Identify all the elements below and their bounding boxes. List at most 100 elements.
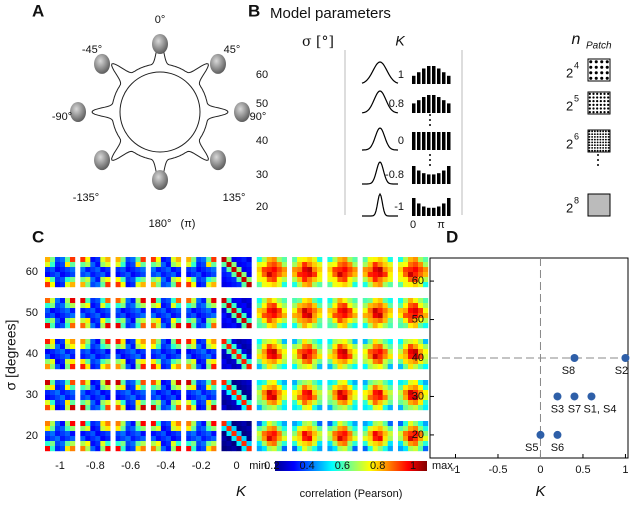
heatmap-cell <box>418 426 424 432</box>
heatmap-cell <box>387 446 393 452</box>
heatmap-cell <box>413 400 419 406</box>
heatmap-cell <box>418 405 424 411</box>
heatmap-cell <box>347 339 353 345</box>
heatmap-cell <box>80 308 86 314</box>
heatmap-cell <box>367 344 373 350</box>
heatmap-cell <box>155 318 162 324</box>
kernel-bar <box>442 100 446 113</box>
heatmap-cell <box>367 339 373 345</box>
heatmap-cell <box>206 426 212 432</box>
heatmap-cell <box>65 313 71 319</box>
heatmap-cell <box>201 313 207 319</box>
heatmap-cell <box>347 431 353 437</box>
heatmap-cell <box>408 380 414 386</box>
heatmap-cell <box>186 421 192 427</box>
heatmap-cell <box>266 272 272 278</box>
heatmap-cell <box>140 277 146 283</box>
heatmap-cell <box>408 344 414 350</box>
heatmap-cell <box>276 390 282 396</box>
heatmap-cell <box>65 298 71 304</box>
heatmap-cell <box>418 339 424 345</box>
heatmap-cell <box>135 257 141 263</box>
heatmap-cell <box>423 349 429 355</box>
heatmap-cell <box>95 308 101 314</box>
heatmap-cell <box>398 257 404 263</box>
heatmap-cell <box>115 303 121 309</box>
heatmap-cell <box>292 272 298 278</box>
heatmap-cell <box>413 395 419 401</box>
heatmap-cell <box>170 364 177 370</box>
heatmap-cell <box>50 262 56 268</box>
heatmap-cell <box>271 441 277 447</box>
heatmap-cell <box>80 277 86 283</box>
heatmap-cell <box>45 303 51 309</box>
heatmap-cell <box>120 282 126 288</box>
heatmap-cell <box>90 323 96 329</box>
heatmap-cell <box>226 431 232 437</box>
heatmap-cell <box>150 359 157 365</box>
heatmap-cell <box>281 318 287 324</box>
heatmap-cell <box>135 344 141 350</box>
patch-base: 2 <box>566 136 573 151</box>
heatmap-cell <box>413 354 419 360</box>
heatmap-cell <box>170 436 177 442</box>
heatmap-cell <box>372 313 378 319</box>
heatmap-cell <box>241 405 247 411</box>
heatmap-cell <box>175 421 182 427</box>
heatmap-cell <box>307 359 313 365</box>
heatmap-cell <box>115 380 121 386</box>
heatmap-cell <box>276 298 282 304</box>
heatmap-cell <box>281 267 287 273</box>
heatmap-cell <box>45 390 51 396</box>
heatmap-cell <box>115 405 121 411</box>
heatmap-cell <box>292 364 298 370</box>
patch-dot <box>588 146 591 149</box>
heatmap-cell <box>130 272 136 278</box>
heatmap-cell <box>276 262 282 268</box>
y-tick-label: 50 <box>26 307 38 319</box>
kappa-axis: π <box>437 219 445 231</box>
heatmap-cell <box>80 380 86 386</box>
patch-dot <box>592 111 595 114</box>
heatmap-cell <box>191 426 197 432</box>
heatmap-cell <box>165 390 172 396</box>
heatmap-cell <box>372 308 378 314</box>
heatmap-cell <box>332 380 338 386</box>
heatmap-cell <box>45 272 51 278</box>
heatmap-cell <box>236 318 242 324</box>
heatmap-cell <box>170 354 177 360</box>
heatmap-cell <box>367 349 373 355</box>
heatmap-cell <box>387 349 393 355</box>
heatmap-cell <box>105 267 111 273</box>
head <box>94 53 111 74</box>
heatmap-cell <box>221 359 227 365</box>
heatmap-cell <box>266 421 272 427</box>
heatmap-cell <box>352 380 358 386</box>
heatmap-cell <box>367 308 373 314</box>
heatmap-cell <box>105 323 111 329</box>
kernel-bar <box>427 174 431 184</box>
kernel-bar <box>427 207 431 216</box>
heatmap-cell <box>271 390 277 396</box>
heatmap-cell <box>191 385 197 391</box>
heatmap-cell <box>408 318 414 324</box>
patch-dot <box>602 144 605 147</box>
heatmap-cell <box>362 262 368 268</box>
heatmap-cell <box>55 313 61 319</box>
heatmap-cell <box>155 354 162 360</box>
heatmap-cell <box>135 339 141 345</box>
heatmap-cell <box>221 303 227 309</box>
heatmap-cell <box>292 395 298 401</box>
heatmap-cell <box>292 421 298 427</box>
heatmap-cell <box>352 313 358 319</box>
heatmap-cell <box>60 272 66 278</box>
heatmap-cell <box>281 354 287 360</box>
heatmap-cell <box>317 318 323 324</box>
heatmap-cell <box>307 277 313 283</box>
heatmap-cell <box>377 298 383 304</box>
heatmap-cell <box>206 385 212 391</box>
heatmap-cell <box>70 262 76 268</box>
heatmap-cell <box>347 380 353 386</box>
heatmap-cell <box>196 380 202 386</box>
heatmap-cell <box>403 313 409 319</box>
